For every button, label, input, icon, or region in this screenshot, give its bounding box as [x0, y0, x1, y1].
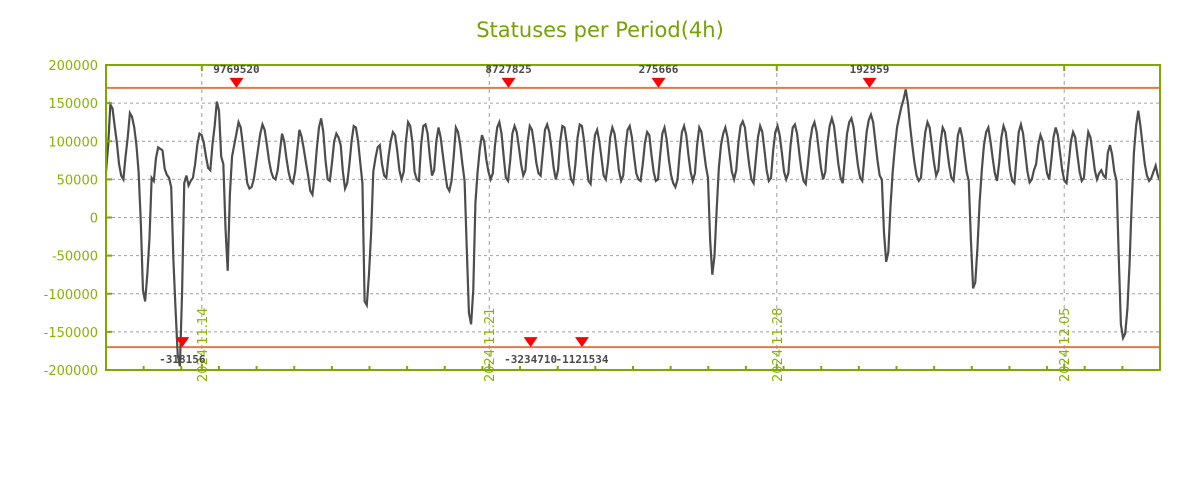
series-lines [106, 89, 1160, 367]
marker-triangle-icon [501, 77, 516, 88]
y-tick-label: -50000 [52, 250, 98, 265]
y-axis-ticks: 200000 150000 100000 50000 0 -50000 -100000 -15… [44, 59, 112, 379]
marker-triangle-icon [523, 337, 538, 348]
annotation-label: 275666 [639, 63, 679, 76]
x-axis-ticks: 2024.11.14 2024.11.21 2024.11.28 2024.12.05 [105, 65, 1161, 382]
annotation-label: 9769520 [213, 63, 259, 76]
x-tick-label: 2024.11.28 [771, 308, 786, 382]
chart-title: Statuses per Period(4h) [476, 18, 724, 42]
annotation-label: -3234710 [504, 353, 557, 366]
annotation-marker[interactable]: -1121534 [555, 337, 609, 366]
x-tick-label: 2024.11.21 [483, 308, 498, 382]
annotation-marker[interactable]: 8727825 [485, 63, 532, 88]
annotation-marker[interactable]: 275666 [639, 63, 679, 88]
series-line [106, 89, 1160, 367]
y-tick-label: 100000 [48, 135, 98, 150]
marker-triangle-icon [175, 337, 190, 348]
x-tick-label: 2024.12.05 [1058, 308, 1073, 382]
y-tick-label: 50000 [57, 173, 98, 188]
annotation-label: -1121534 [555, 353, 608, 366]
y-tick-label: 200000 [48, 59, 98, 74]
annotation-label: -318156 [159, 353, 206, 366]
threshold-lines [106, 86, 1160, 349]
y-tick-label: -150000 [44, 326, 98, 341]
annotation-marker[interactable]: 9769520 [213, 63, 260, 88]
x-tick-label: 2024.11.14 [196, 308, 211, 382]
y-tick-label: -100000 [44, 288, 98, 303]
marker-triangle-icon [574, 337, 589, 348]
annotation-markers: 9769520 8727825 275666 192959 -318156 -323471… [159, 63, 889, 366]
marker-triangle-icon [229, 77, 244, 88]
y-tick-label: 0 [90, 212, 98, 227]
annotation-marker[interactable]: 192959 [850, 63, 890, 88]
annotation-label: 8727825 [485, 63, 531, 76]
annotation-marker[interactable]: -318156 [159, 337, 206, 366]
y-tick-label: -200000 [44, 364, 98, 379]
marker-triangle-icon [651, 77, 666, 88]
y-tick-label: 150000 [48, 97, 98, 112]
marker-triangle-icon [862, 77, 877, 88]
annotation-marker[interactable]: -3234710 [504, 337, 557, 366]
vertical-gridlines [201, 65, 1065, 370]
annotation-label: 192959 [850, 63, 890, 76]
